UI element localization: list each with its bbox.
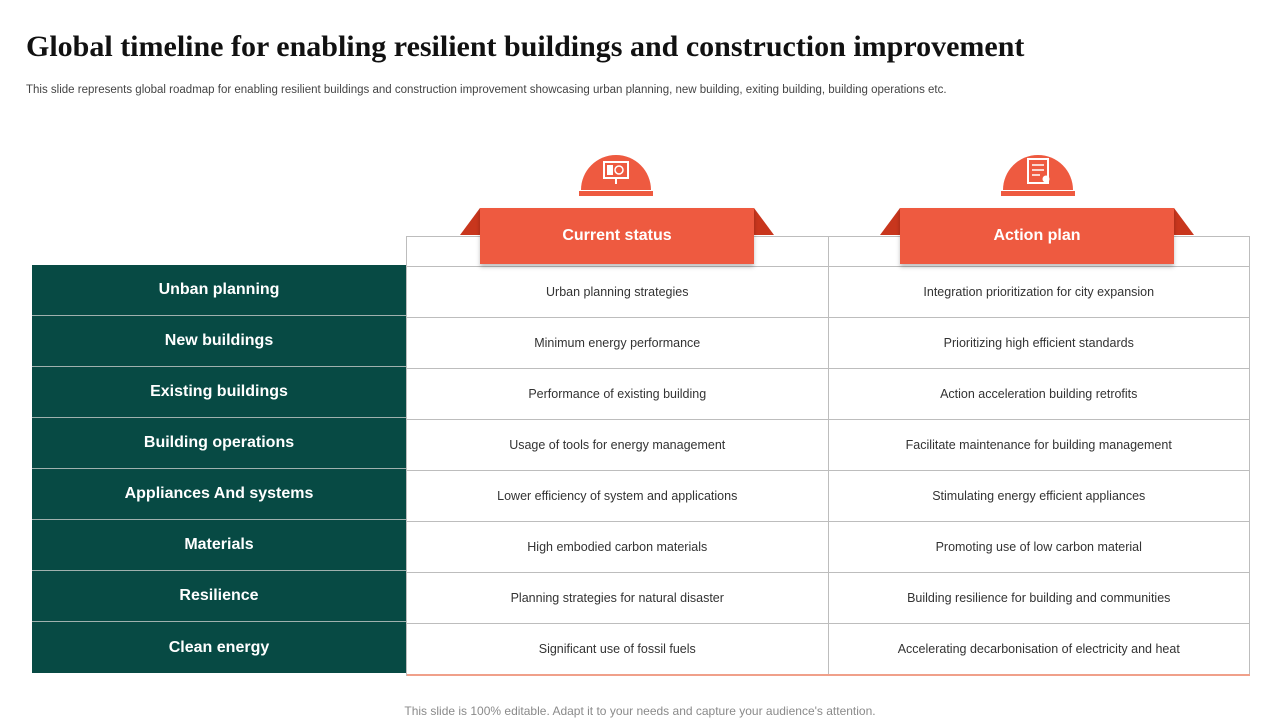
column-header-label: Current status xyxy=(480,208,754,264)
current-status-cell: High embodied carbon materials xyxy=(407,522,829,572)
column-header-current-status: Current status xyxy=(460,208,774,264)
current-status-cell: Minimum energy performance xyxy=(407,318,829,368)
action-plan-cell: Accelerating decarbonisation of electric… xyxy=(829,624,1250,674)
current-status-cell: Performance of existing building xyxy=(407,369,829,419)
column-header-label: Action plan xyxy=(900,208,1174,264)
row-header: Building operations xyxy=(32,418,406,469)
action-plan-cell: Stimulating energy efficient appliances xyxy=(829,471,1250,521)
table-row: Lower efficiency of system and applicati… xyxy=(407,471,1250,522)
page-title: Global timeline for enabling resilient b… xyxy=(26,30,1025,63)
action-plan-cell: Action acceleration building retrofits xyxy=(829,369,1250,419)
action-plan-cell: Promoting use of low carbon material xyxy=(829,522,1250,572)
roadmap-table: Urban planning strategies Integration pr… xyxy=(406,236,1250,676)
current-status-cell: Urban planning strategies xyxy=(407,267,829,317)
footer-note: This slide is 100% editable. Adapt it to… xyxy=(404,704,876,718)
table-row: Usage of tools for energy management Fac… xyxy=(407,420,1250,471)
table-row: Significant use of fossil fuels Accelera… xyxy=(407,624,1250,676)
action-plan-cell: Facilitate maintenance for building mana… xyxy=(829,420,1250,470)
table-row: Minimum energy performance Prioritizing … xyxy=(407,318,1250,369)
row-header: Unban planning xyxy=(32,265,406,316)
table-row: Performance of existing building Action … xyxy=(407,369,1250,420)
action-plan-cell: Integration prioritization for city expa… xyxy=(829,267,1250,317)
current-status-cell: Lower efficiency of system and applicati… xyxy=(407,471,829,521)
current-status-cell: Usage of tools for energy management xyxy=(407,420,829,470)
column-header-action-plan: Action plan xyxy=(880,208,1194,264)
checklist-document-icon xyxy=(1001,150,1075,198)
row-header-column: Unban planning New buildings Existing bu… xyxy=(32,265,406,673)
presentation-board-icon xyxy=(579,150,653,198)
table-row: Planning strategies for natural disaster… xyxy=(407,573,1250,624)
row-header: Materials xyxy=(32,520,406,571)
action-plan-cell: Building resilience for building and com… xyxy=(829,573,1250,623)
current-status-cell: Significant use of fossil fuels xyxy=(407,624,829,674)
table-row: Urban planning strategies Integration pr… xyxy=(407,267,1250,318)
row-header: Existing buildings xyxy=(32,367,406,418)
action-plan-cell: Prioritizing high efficient standards xyxy=(829,318,1250,368)
row-header: Resilience xyxy=(32,571,406,622)
table-row: High embodied carbon materials Promoting… xyxy=(407,522,1250,573)
row-header: New buildings xyxy=(32,316,406,367)
page-subtitle: This slide represents global roadmap for… xyxy=(26,84,947,96)
current-status-cell: Planning strategies for natural disaster xyxy=(407,573,829,623)
row-header: Clean energy xyxy=(32,622,406,673)
row-header: Appliances And systems xyxy=(32,469,406,520)
